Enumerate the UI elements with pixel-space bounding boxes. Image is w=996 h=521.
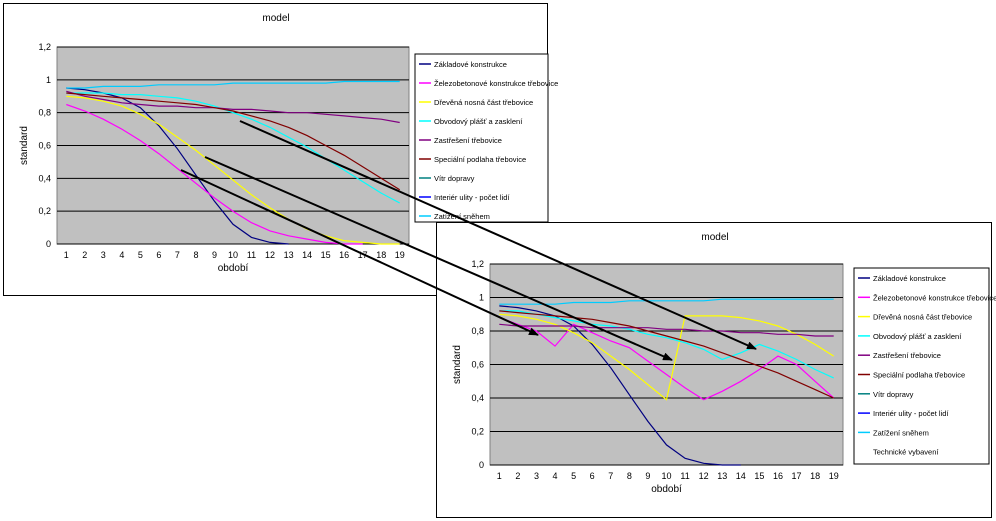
x-tick-label: 2 xyxy=(82,250,87,260)
legend-label: Obvodový plášť a zasklení xyxy=(873,332,962,341)
legend-label: Obvodový plášť a zasklení xyxy=(434,117,523,126)
legend: Základové konstrukce Železobetonové konst… xyxy=(414,53,558,223)
series-line-5 xyxy=(66,90,400,124)
legend-label: Vítr dopravy xyxy=(434,174,475,183)
x-tick-label: 8 xyxy=(627,471,632,481)
chart-2-svg: model 00,20,40,60,811,2 1 2 3 4 5 6 7 8 9 10 11 12 1… xyxy=(452,232,996,495)
x-tick-label: 5 xyxy=(138,250,143,260)
y-tick-label: 0 xyxy=(479,460,484,470)
y-tick-labels: 0 0,2 0,4 0,6 0,8 1 1,2 xyxy=(38,42,51,249)
legend-label: Zastřešení třebovice xyxy=(873,351,941,360)
legend-label: Dřevěná nosná část třebovice xyxy=(434,98,533,107)
x-tick-label: 16 xyxy=(773,471,783,481)
x-tick-label: 2 xyxy=(515,471,520,481)
x-tick-label: 16 xyxy=(339,250,349,260)
x-tick-label: 15 xyxy=(754,471,764,481)
x-tick-label: 11 xyxy=(680,471,689,481)
x-tick-label: 13 xyxy=(284,250,294,260)
legend-label: Dřevěná nosná část třebovice xyxy=(873,313,972,322)
y-tick-label: 1,2 xyxy=(38,42,51,52)
y-tick-labels: 0 0,2 0,4 0,6 0,8 1 1,2 xyxy=(471,259,484,470)
chart-panel-2: model 0 0,2 0,4 0,6 0,8 1 1,2 1 2 3 4 5 6 7 8 9 10 11 12 1… xyxy=(436,222,996,518)
y-tick-label: 1 xyxy=(46,75,51,85)
y-tick-label: 0,2 xyxy=(38,206,51,216)
x-tick-label: 6 xyxy=(156,250,161,260)
legend-label: Zatížení sněhem xyxy=(873,428,929,437)
x-tick-label: 4 xyxy=(553,471,558,481)
legend-label: Vítr dopravy xyxy=(873,390,914,399)
x-tick-label: 6 xyxy=(590,471,595,481)
series-line-9 xyxy=(66,80,400,89)
y-tick-label: 0,6 xyxy=(38,141,51,151)
y-tick-label: 0,8 xyxy=(38,108,51,118)
chart-title: model xyxy=(701,232,728,243)
x-tick-label: 15 xyxy=(321,250,331,260)
y-tick-label: 0,6 xyxy=(471,360,484,370)
x-tick-label: 14 xyxy=(302,250,312,260)
x-tick-label: 1 xyxy=(64,250,69,260)
x-tick-label: 4 xyxy=(119,250,124,260)
x-tick-label: 7 xyxy=(608,471,613,481)
x-tick-label: 11 xyxy=(247,250,256,260)
legend-label: Speciální podlaha třebovice xyxy=(873,371,965,380)
x-tick-label: 10 xyxy=(661,471,671,481)
x-tick-label: 17 xyxy=(358,250,368,260)
x-tick-label: 18 xyxy=(810,471,820,481)
x-tick-label: 1 xyxy=(497,471,502,481)
legend-label: Železobetonové konstrukce třebovice xyxy=(873,293,996,302)
x-tick-label: 19 xyxy=(829,471,839,481)
y-tick-label: 0,4 xyxy=(38,173,51,183)
x-tick-label: 12 xyxy=(265,250,275,260)
y-tick-label: 1 xyxy=(479,293,484,303)
x-tick-labels: 1 2 3 4 5 6 7 8 9 10 11 12 13 14 15 16 17 18 19 xyxy=(64,250,405,260)
x-tick-label: 10 xyxy=(228,250,238,260)
y-tick-label: 0,4 xyxy=(471,393,484,403)
legend-label: Zatížení sněhem xyxy=(434,212,490,221)
legend: Základové konstrukce Železobetonové konst… xyxy=(853,267,996,465)
y-tick-label: 0,8 xyxy=(471,326,484,336)
x-tick-label: 3 xyxy=(534,471,539,481)
x-tick-label: 8 xyxy=(193,250,198,260)
x-tick-label: 14 xyxy=(736,471,746,481)
legend-label: Železobetonové konstrukce třebovice xyxy=(434,79,558,88)
x-axis-label: období xyxy=(651,484,682,495)
y-tick-label: 0 xyxy=(46,239,51,249)
x-tick-label: 5 xyxy=(571,471,576,481)
legend-label: Základové konstrukce xyxy=(873,274,946,283)
legend-label: Interiér ulity - počet lidí xyxy=(873,409,949,418)
x-tick-label: 13 xyxy=(717,471,727,481)
x-tick-label: 7 xyxy=(175,250,180,260)
x-tick-labels: 1 2 3 4 5 6 7 8 9 10 11 12 13 14 15 16 17 18 19 xyxy=(497,471,839,481)
x-tick-label: 9 xyxy=(212,250,217,260)
legend-box xyxy=(853,267,990,465)
legend-label: Technické vybavení xyxy=(873,448,939,457)
chart-title: model xyxy=(262,13,289,24)
y-axis-label: standard xyxy=(19,126,30,165)
x-tick-label: 17 xyxy=(792,471,802,481)
legend-label: Zastřešení třebovice xyxy=(434,136,502,145)
legend-label: Základové konstrukce xyxy=(434,60,507,69)
y-tick-label: 1,2 xyxy=(471,259,484,269)
y-axis-label: standard xyxy=(452,345,463,384)
x-tick-label: 19 xyxy=(395,250,405,260)
legend-label: Speciální podlaha třebovice xyxy=(434,155,526,164)
x-tick-label: 18 xyxy=(376,250,386,260)
y-tick-label: 0,2 xyxy=(471,427,484,437)
x-tick-label: 9 xyxy=(645,471,650,481)
x-axis-label: období xyxy=(218,263,249,274)
legend-label: Interiér ulity - počet lidí xyxy=(434,193,510,202)
x-tick-label: 12 xyxy=(699,471,709,481)
x-tick-label: 3 xyxy=(101,250,106,260)
